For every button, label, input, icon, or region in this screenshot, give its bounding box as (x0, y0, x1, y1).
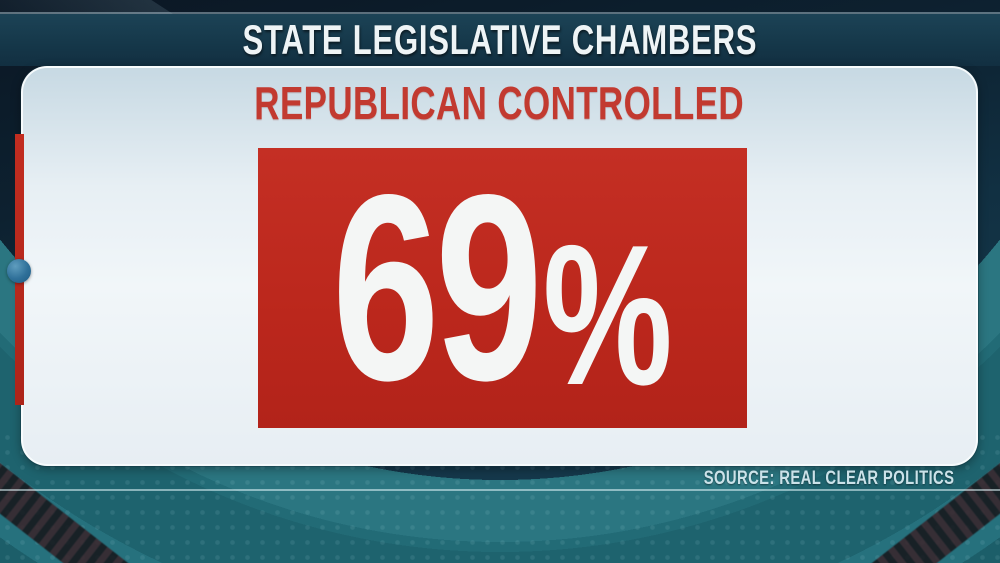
page-title: STATE LEGISLATIVE CHAMBERS (242, 16, 758, 63)
source-label: SOURCE: REAL CLEAR POLITICS (703, 468, 954, 489)
top-divider-line (0, 12, 1000, 14)
stat-box: 69% (258, 148, 747, 428)
card-subtitle-row: REPUBLICAN CONTROLLED (23, 76, 976, 130)
stat-line: 69% (332, 155, 673, 421)
header-band: STATE LEGISLATIVE CHAMBERS (0, 14, 1000, 66)
bottom-divider-line (0, 489, 1000, 491)
stat-value: 69 (332, 139, 543, 436)
card-subtitle: REPUBLICAN CONTROLLED (254, 77, 745, 129)
bullet-dot-decoration (7, 259, 31, 283)
stat-percent-sign: % (542, 203, 673, 427)
